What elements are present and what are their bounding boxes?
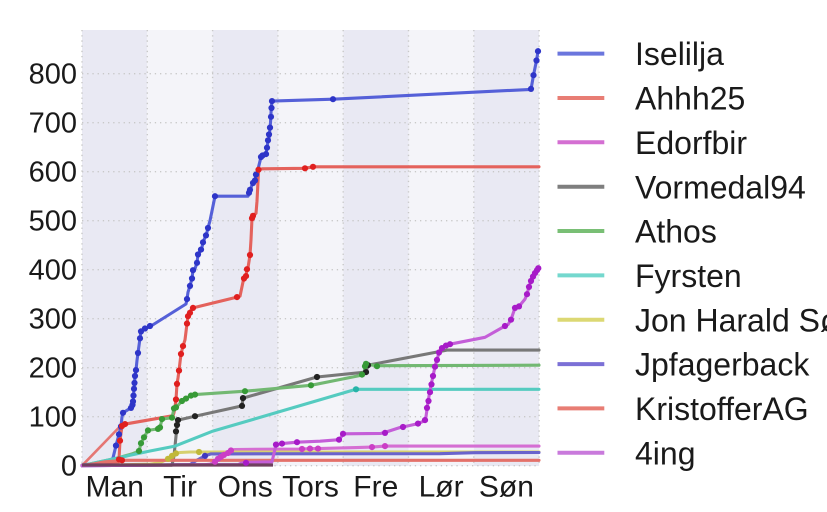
svg-text:Jon Harald Sø: Jon Harald Sø (635, 302, 827, 338)
svg-text:Iselilja: Iselilja (635, 36, 724, 72)
svg-text:800: 800 (29, 59, 77, 91)
svg-text:Athos: Athos (635, 214, 717, 250)
svg-text:600: 600 (29, 157, 77, 189)
svg-text:Tors: Tors (282, 471, 339, 504)
svg-text:Søn: Søn (479, 471, 534, 504)
svg-text:Ons: Ons (218, 471, 273, 504)
svg-text:Man: Man (86, 471, 144, 504)
svg-text:200: 200 (29, 353, 77, 385)
svg-text:400: 400 (29, 255, 77, 287)
svg-text:Lør: Lør (419, 471, 464, 504)
svg-text:Fyrsten: Fyrsten (635, 258, 742, 294)
svg-text:Jpfagerback: Jpfagerback (635, 347, 810, 383)
svg-text:700: 700 (29, 108, 77, 140)
svg-text:300: 300 (29, 304, 77, 336)
svg-text:Ahhh25: Ahhh25 (635, 81, 745, 117)
svg-text:500: 500 (29, 206, 77, 238)
svg-text:4ing: 4ing (635, 435, 696, 471)
svg-text:Edorfbir: Edorfbir (635, 125, 747, 161)
svg-text:Fre: Fre (353, 471, 398, 504)
svg-text:KristofferAG: KristofferAG (635, 391, 809, 427)
svg-text:Tir: Tir (163, 471, 197, 504)
svg-text:0: 0 (61, 451, 77, 483)
svg-text:Vormedal94: Vormedal94 (635, 169, 806, 205)
svg-text:100: 100 (29, 402, 77, 434)
